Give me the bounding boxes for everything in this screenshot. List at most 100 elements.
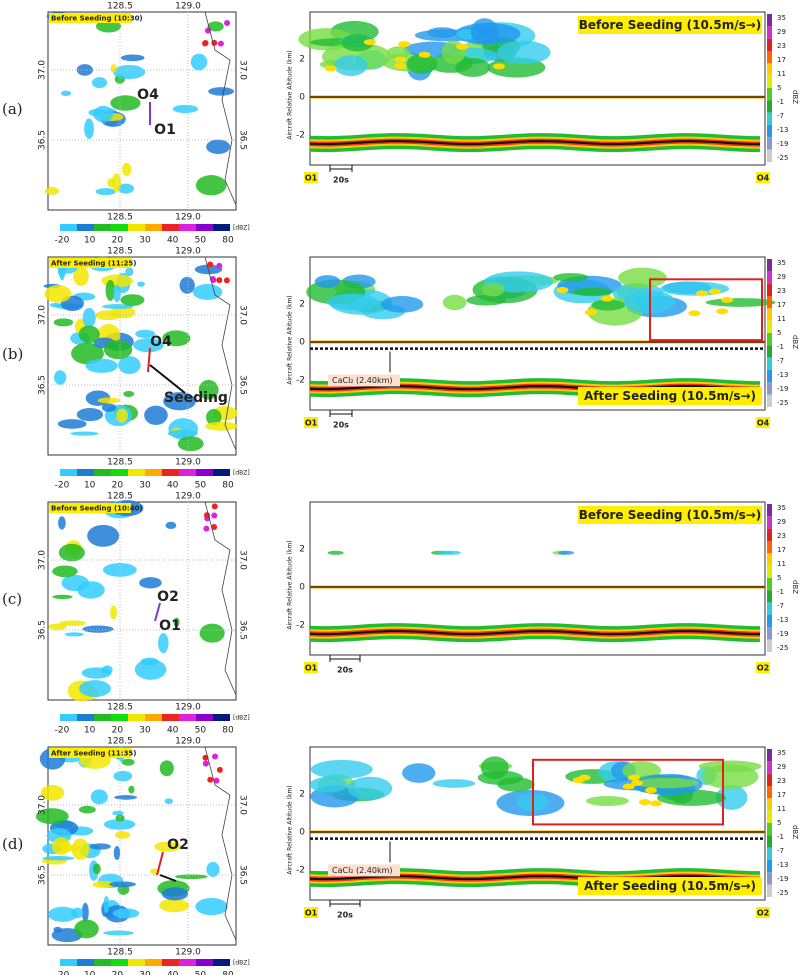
lat-tick-label: 37.0 [38,550,48,570]
colorbar-unit: [dBZ] [233,470,250,477]
colorbar-cell [767,798,772,811]
echo [93,105,114,123]
colorbar-cell [767,516,772,529]
lon-tick-label: 128.5 [107,948,133,958]
colorbar-label: 17 [777,546,786,554]
cloud-core [418,51,431,58]
echo [195,898,228,916]
cloud [585,795,629,806]
echo [113,65,146,80]
echo-core [223,277,230,284]
echo [204,421,238,431]
lat-tick-label: 37.0 [238,305,248,325]
echo [159,898,190,913]
lon-tick-label: 129.0 [175,2,201,12]
map-title: After Seeding (11:35) [51,750,137,758]
track [154,602,161,622]
colorbar-cell [767,370,772,383]
radar-echoes [44,12,235,196]
echo-core [211,512,218,519]
colorbar-cell [767,149,772,162]
echo [112,810,124,816]
lat-tick-label: 36.5 [38,865,48,885]
echo [167,429,198,438]
cloud [553,273,589,282]
colorbar-cell [767,639,772,652]
echo [64,632,84,637]
cloud-core [601,295,614,302]
colorbar-cell [179,469,196,476]
colorbar-label: 23 [777,287,786,295]
echo [114,795,138,800]
colorbar-cell [767,627,772,640]
colorbar-label: -1 [777,343,784,351]
colorbar-cell [60,224,77,231]
colorbar-label: -25 [777,399,788,407]
panel-label: (a) [2,100,23,118]
colorbar-cell [767,394,772,407]
colorbar-cell [145,714,162,721]
echo [120,54,145,62]
point-label: O2 [167,837,189,853]
coastline [204,11,237,206]
colorbar-label: 10 [84,971,96,975]
colorbar-label: 20 [112,726,124,736]
colorbar-cell [128,469,145,476]
echo [109,881,136,888]
colorbar-label: 50 [195,971,207,975]
colorbar-cell [767,553,772,566]
echo [87,524,120,547]
echo [103,896,110,914]
cloud-echoes [298,18,551,81]
colorbar-cell [128,224,145,231]
cloud [634,777,699,789]
colorbar-label: 20 [112,971,124,975]
colorbar-cell [767,602,772,615]
colorbar-label: 29 [777,518,786,526]
colorbar-label: 50 [195,726,207,736]
echo-core [202,40,209,47]
colorbar-label: -7 [777,112,784,120]
colorbar-cell [94,469,111,476]
echo [71,907,84,919]
echo [102,563,137,577]
colorbar-label: -20 [55,726,70,736]
echo [159,760,174,777]
annotation-box [328,864,400,877]
colorbar-cell [196,469,213,476]
y-tick-label: 2 [299,545,305,555]
colorbar-label: 30 [139,726,151,736]
cloud-core [638,799,651,806]
interval-bracket [329,900,361,907]
colorbar-cell [767,823,772,836]
cloud-core [696,290,709,297]
colorbar-cell [162,714,179,721]
echo [121,758,135,766]
echo [165,521,177,530]
colorbar-label: 80 [222,481,234,491]
map-title-box [49,503,131,513]
echo [177,436,204,452]
y-axis-label: Aircraft Relative Altitude (km) [287,540,294,629]
cloud [309,776,348,793]
colorbar-label: 35 [777,259,786,267]
echo [206,409,222,426]
colorbar-label: 80 [222,971,234,975]
echo-core [224,20,231,27]
echo [95,20,122,33]
colorbar-label: 17 [777,791,786,799]
echo [179,276,195,294]
echo [173,617,180,627]
echo [59,620,87,626]
coastline [204,746,237,941]
colorbar-cell [767,38,772,51]
track [159,874,177,882]
colorbar-cell [767,528,772,541]
radar-echoes [35,745,228,943]
echo [123,390,135,398]
y-tick-label: -2 [296,621,305,631]
interval-bracket [329,655,361,662]
cloud-core [688,310,701,317]
echo [95,310,121,321]
end-label: O4 [757,174,770,183]
